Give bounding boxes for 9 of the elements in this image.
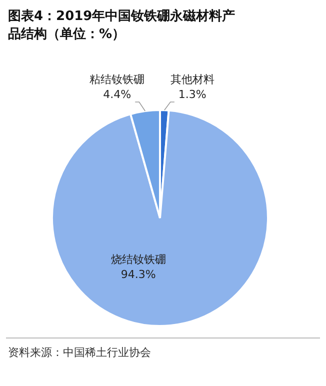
pie-slice	[51, 109, 269, 327]
data-label: 1.3%	[178, 88, 206, 101]
slice-label: 粘结钕铁硼	[90, 73, 145, 86]
data-label: 94.3%	[120, 268, 156, 282]
slice-label: 其他材料	[170, 73, 214, 86]
text: 资料来源：中国稀土行业协会	[8, 346, 151, 359]
data-label: 4.4%	[103, 88, 132, 101]
slice-label: 烧结钕铁硼	[110, 253, 166, 266]
chart-title: 图表4：2019年中国钕铁硼永磁材料产品结构（单位：%）	[8, 8, 236, 42]
